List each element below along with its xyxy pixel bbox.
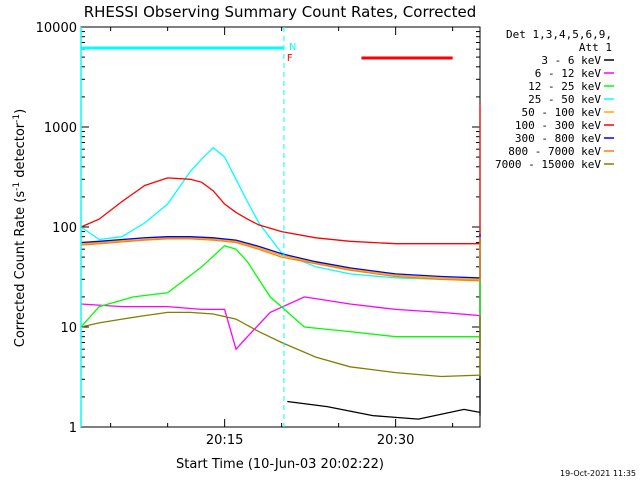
legend-label-8: 7000 - 15000 keV (495, 158, 601, 171)
series-line-1 (80, 253, 481, 351)
legend-label-0: 3 - 6 keV (541, 54, 601, 67)
y-tick-label: 1000 (44, 121, 77, 136)
y-tick-label: 10000 (36, 21, 77, 36)
series-line-4 (80, 235, 481, 280)
x-tick-label: 20:15 (206, 433, 243, 448)
y-axis-label: Corrected Count Rate (s-1 detector-1) (12, 109, 28, 347)
series-line-5 (80, 104, 481, 245)
x-tick-label: 20:30 (377, 433, 414, 448)
legend-label-4: 50 - 100 keV (522, 106, 602, 119)
legend-label-6: 300 - 800 keV (515, 132, 601, 145)
y-tick-label: 10 (60, 321, 77, 336)
series-line-8 (80, 311, 481, 378)
flare-label: F (287, 53, 293, 64)
series-line-7 (80, 236, 481, 282)
y-tick-label: 1 (69, 421, 77, 436)
night-label: N (289, 42, 296, 53)
axes: 20:15 20:30 1 10 100 1000 10000 (36, 21, 481, 448)
legend-label-3: 25 - 50 keV (528, 93, 601, 106)
legend-label-5: 100 - 300 keV (515, 119, 601, 132)
legend-label-2: 12 - 25 keV (528, 80, 601, 93)
y-tick-label: 100 (52, 221, 77, 236)
data-series (80, 104, 481, 420)
vertical-markers (80, 27, 285, 427)
chart-title: RHESSI Observing Summary Count Rates, Co… (84, 3, 477, 21)
legend-header-1: Det 1,3,4,5,6,9, (506, 28, 612, 41)
footer-timestamp: 19-Oct-2021 11:35 (560, 469, 636, 478)
legend-header-2: Att 1 (579, 41, 612, 54)
plot-frame (80, 26, 481, 428)
legend-label-1: 6 - 12 keV (535, 67, 602, 80)
series-line-0 (287, 276, 481, 420)
legend-label-7: 800 - 7000 keV (508, 145, 601, 158)
series-line-2 (80, 229, 481, 338)
observing-flags: NFS (81, 42, 453, 64)
x-axis-label: Start Time (10-Jun-03 20:02:22) (176, 457, 384, 472)
